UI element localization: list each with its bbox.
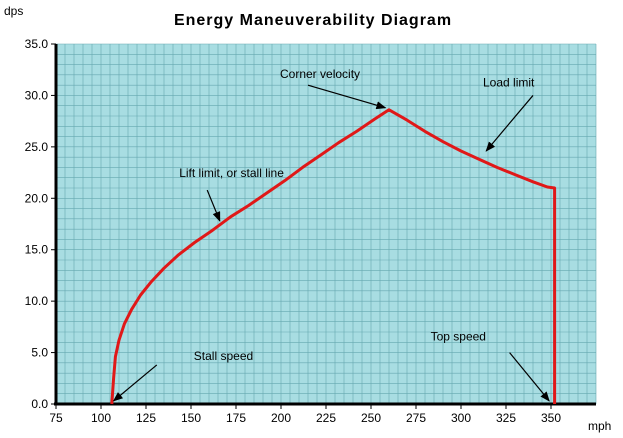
x-tick-label: 350 [541,411,561,425]
y-tick-label: 15.0 [25,243,49,257]
x-tick-label: 250 [361,411,381,425]
chart-title: Energy Maneuverability Diagram [174,12,452,29]
x-tick-label: 175 [226,411,246,425]
envelope-line [110,108,557,405]
y-axis-label: dps [4,4,23,18]
x-tick-label: 225 [316,411,336,425]
x-tick-label: 125 [136,411,156,425]
x-tick-label: 325 [496,411,516,425]
annotation-arrow [509,352,550,402]
annotation-label: Stall speed [194,349,253,363]
annotation-label: Top speed [431,330,486,344]
x-tick-label: 200 [271,411,291,425]
annotation-arrow [485,95,534,152]
series-layer [110,108,557,405]
x-tick-label: 275 [406,411,426,425]
x-axis-label: mph [588,419,611,433]
tick-labels: 75 100 125 150 175 200 225 250 275 300 325 350 0.0 5.… [25,37,562,425]
x-tick-label: 75 [49,411,63,425]
y-tick-label: 35.0 [25,37,49,51]
annotation-label: Load limit [483,75,535,89]
annotations-layer: Corner velocity Load limit Lift limit, or … [112,67,550,402]
annotation-label: Lift limit, or stall line [179,166,284,180]
y-tick-label: 30.0 [25,88,49,102]
annotation-arrow [206,189,221,222]
grid [55,43,597,405]
y-tick-label: 10.0 [25,294,49,308]
y-tick-label: 20.0 [25,191,49,205]
annotation-arrow [112,364,158,402]
y-tick-label: 5.0 [31,346,48,360]
annotation-label: Corner velocity [280,67,360,81]
x-tick-label: 300 [451,411,471,425]
y-tick-label: 25.0 [25,140,49,154]
x-tick-label: 150 [181,411,201,425]
x-tick-label: 100 [91,411,111,425]
annotation-arrow [307,84,387,110]
y-tick-label: 0.0 [31,397,48,411]
